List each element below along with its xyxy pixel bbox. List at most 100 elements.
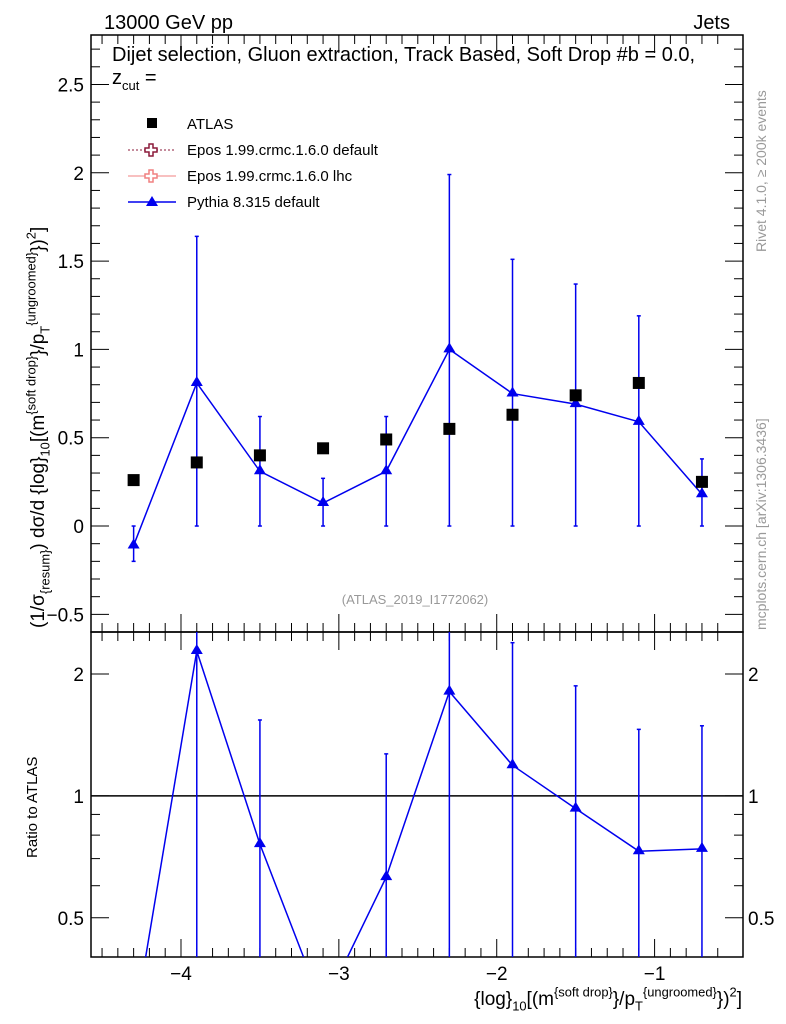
legend-epos-default-marker — [144, 143, 158, 157]
label-part: ] — [737, 989, 742, 1010]
legend-epos-default-label: Epos 1.99.crmc.1.6.0 default — [187, 142, 379, 159]
atlas-point — [569, 389, 582, 402]
legend-atlas-label: ATLAS — [187, 116, 233, 133]
ratio-line-segment — [638, 848, 702, 852]
atlas-point — [380, 433, 393, 446]
label-part: ) dσ/d {log} — [28, 457, 49, 550]
ratio-line-segment — [144, 650, 198, 957]
plot-area — [127, 173, 708, 563]
label-part: {soft drop} — [23, 355, 38, 415]
title-tail: = — [139, 67, 157, 89]
ratio-point — [695, 841, 708, 852]
pythia-point — [253, 464, 266, 475]
main-panel: −0.5 0 0.5 1 1.5 2 2.5 — [46, 34, 744, 633]
ratio-line-segment — [575, 808, 640, 852]
label-part: (1/σ — [28, 594, 49, 628]
rivet-label: Rivet 4.1.0, ≥ 200k events — [753, 90, 769, 252]
ratio-line-segment — [196, 650, 261, 845]
ratio-plot-area — [144, 632, 708, 957]
atlas-point — [127, 474, 140, 487]
ratio-line-segment — [512, 764, 577, 810]
label-part: 10 — [38, 442, 53, 456]
atlas-point — [443, 422, 456, 435]
plot-title: Dijet selection, Gluon extraction, Track… — [112, 44, 712, 93]
title-sub: cut — [122, 78, 140, 93]
x-tick-label: −4 — [170, 964, 192, 985]
pythia-point — [443, 342, 456, 353]
label-part: }) — [717, 989, 730, 1010]
title-main: Dijet selection, Gluon extraction, Track… — [112, 44, 696, 89]
y-tick-label-right: 2 — [748, 665, 759, 686]
y-tick-label-right: 1 — [748, 787, 759, 808]
x-tick-label: −2 — [486, 964, 508, 985]
legend-epos-lhc-marker — [144, 169, 158, 183]
atlas-point — [632, 376, 645, 389]
label-part: 10 — [512, 999, 526, 1014]
legend-epos-lhc-label: Epos 1.99.crmc.1.6.0 lhc — [187, 168, 353, 185]
label-part: {resum} — [38, 549, 53, 594]
y-tick-label: 0.5 — [58, 429, 84, 450]
category-label: Jets — [693, 12, 730, 34]
y-tick-label: 0.5 — [58, 909, 84, 930]
ratio-frame — [90, 631, 744, 958]
y-tick-label: −0.5 — [46, 605, 84, 626]
y-tick-label: 1 — [73, 787, 84, 808]
y-tick-label: 2 — [73, 164, 84, 185]
label-part: [(m — [28, 415, 49, 442]
ratio-point — [190, 643, 203, 654]
pythia-point — [569, 397, 582, 408]
analysis-id: (ATLAS_2019_I1772062) — [342, 592, 488, 607]
y-tick-label: 1.5 — [58, 252, 84, 273]
ratio-panel: 0.5 0.5 1 1 2 2 −4 −3 −2 −1 — [58, 631, 774, 985]
ratio-point — [632, 844, 645, 855]
label-part: ] — [28, 227, 49, 232]
ratio-point — [506, 758, 519, 769]
label-part: {log} — [474, 989, 512, 1010]
y-tick-label: 2 — [73, 665, 84, 686]
legend: ATLAS Epos 1.99.crmc.1.6.0 default Epos … — [128, 116, 379, 211]
pythia-point — [632, 414, 645, 425]
ratio-point — [253, 837, 266, 848]
y-tick-label: 2.5 — [58, 75, 84, 96]
label-part: }/p — [613, 989, 635, 1010]
atlas-point — [317, 442, 330, 455]
label-part: {ungroomed} — [23, 251, 38, 326]
label-part: 2 — [730, 984, 737, 999]
y-tick-label: 0 — [73, 517, 84, 538]
atlas-point — [506, 408, 519, 421]
mcplots-label: mcplots.cern.ch [arXiv:1306.3436] — [753, 418, 769, 630]
label-part: }/p — [28, 334, 49, 356]
legend-atlas-marker — [147, 118, 157, 128]
y-tick-label-right: 0.5 — [748, 909, 774, 930]
plot-title-box: Dijet selection, Gluon extraction, Track… — [112, 44, 712, 93]
label-part: {soft drop} — [554, 984, 614, 999]
pythia-point — [380, 464, 393, 475]
ratio-point — [569, 801, 582, 812]
atlas-point — [190, 456, 203, 469]
label-part: T — [635, 999, 643, 1014]
x-axis-label: {log}10[(m{soft drop}}/pT{ungroomed}})2] — [474, 984, 742, 1013]
label-part: 2 — [23, 232, 38, 239]
x-tick-label: −1 — [644, 964, 666, 985]
energy-label: 13000 GeV pp — [104, 12, 233, 34]
legend-pythia-marker — [146, 196, 158, 206]
pythia-point — [190, 375, 203, 386]
legend-pythia-label: Pythia 8.315 default — [187, 194, 320, 211]
ratio-point — [380, 870, 393, 881]
ratio-point — [443, 684, 456, 695]
ratio-line-segment — [385, 691, 451, 878]
ratio-line-segment — [448, 691, 514, 766]
atlas-point — [695, 475, 708, 488]
label-part: T — [38, 326, 53, 334]
pythia-point — [127, 538, 140, 549]
y-tick-label: 1 — [73, 340, 84, 361]
ratio-line-segment — [259, 843, 305, 957]
pythia-point — [506, 386, 519, 397]
atlas-point — [253, 449, 266, 462]
main-y-axis-label: (1/σ{resum}) dσ/d {log}10[(m{soft drop}}… — [23, 227, 52, 628]
pythia-line — [132, 348, 703, 546]
ratio-line-segment — [346, 876, 387, 957]
x-tick-label: −3 — [328, 964, 350, 985]
label-part: {ungroomed} — [643, 984, 718, 999]
